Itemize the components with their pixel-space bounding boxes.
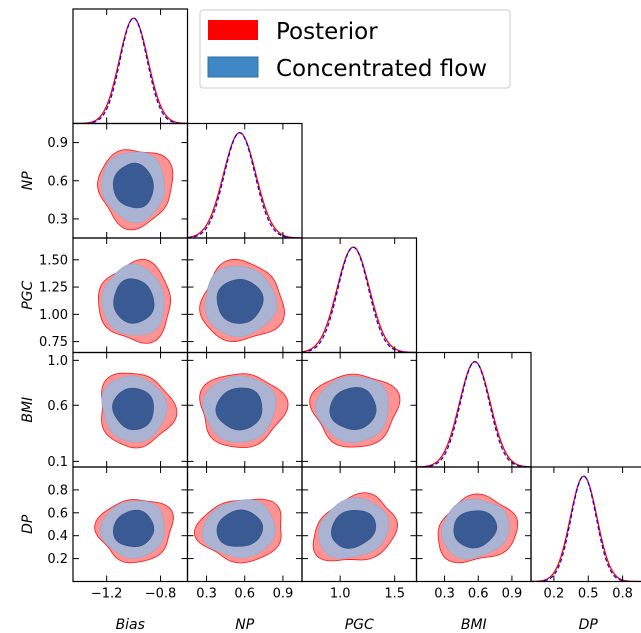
x-tick-label: 0.3 (196, 587, 217, 602)
y-tick-label: 0.1 (47, 455, 68, 470)
x-tick-label: 0.5 (578, 587, 599, 602)
panel-NP-PGC (186, 237, 303, 354)
x-axis-label-NP: NP (235, 617, 254, 633)
panel-frame (530, 466, 641, 583)
contour-flow-68 (329, 387, 377, 430)
y-axis-label-NP: NP (20, 171, 36, 190)
panel-Bias-DP (72, 466, 189, 583)
panel-NP-DP (186, 466, 303, 583)
y-tick-label: 0.9 (47, 136, 68, 151)
panel-PGC-PGC (301, 237, 418, 354)
legend-label-flow: Concentrated flow (276, 56, 487, 82)
y-axis-label-BMI: BMI (20, 397, 36, 423)
y-tick-label: 0.6 (47, 174, 68, 189)
panel-Bias-BMI (72, 351, 189, 468)
panel-Bias-NP (72, 122, 189, 239)
x-tick-label: −0.8 (145, 587, 177, 602)
x-tick-label: 1.5 (384, 587, 405, 602)
panel-NP-NP (186, 122, 303, 239)
x-tick-label: 0.6 (234, 587, 255, 602)
y-tick-label: 1.00 (39, 308, 68, 323)
x-tick-label: 0.9 (502, 587, 523, 602)
contour-flow-68 (112, 509, 155, 548)
marginal-posterior-BMI (416, 361, 531, 467)
marginal-flow-BMI (416, 361, 531, 467)
y-tick-label: 1.25 (39, 281, 68, 296)
contour-flow-68 (453, 510, 498, 549)
x-axis-label-PGC: PGC (345, 617, 374, 633)
legend-label-posterior: Posterior (276, 19, 378, 45)
y-tick-label: 0.4 (47, 529, 68, 544)
x-tick-label: 1.0 (330, 587, 351, 602)
y-tick-label: 1.50 (39, 253, 68, 268)
panel-frame (186, 122, 303, 239)
legend: Posterior Concentrated flow (199, 9, 511, 89)
panel-Bias-Bias (72, 8, 189, 125)
y-tick-label: 0.6 (47, 399, 68, 414)
marginal-posterior-NP (187, 132, 302, 238)
marginal-posterior-DP (531, 475, 641, 582)
x-axis-label-BMI: BMI (461, 617, 487, 633)
legend-frame (199, 9, 511, 89)
y-tick-label: 0.2 (47, 552, 68, 567)
panel-PGC-BMI (301, 351, 418, 468)
marginal-flow-PGC (302, 246, 417, 353)
x-tick-label: 0.2 (544, 587, 565, 602)
panel-frame (415, 351, 532, 468)
panel-Bias-PGC (72, 237, 189, 354)
x-tick-label: 0.8 (612, 587, 633, 602)
marginal-flow-NP (187, 132, 302, 238)
y-axis-label-PGC: PGC (20, 280, 36, 309)
legend-swatch-posterior (208, 20, 258, 40)
y-tick-label: 0.8 (47, 483, 68, 498)
contour-flow-68 (113, 278, 155, 324)
panel-BMI-BMI (415, 351, 532, 468)
panel-frame (72, 8, 189, 125)
x-tick-label: 0.6 (468, 587, 489, 602)
legend-swatch-flow (207, 56, 259, 78)
x-tick-label: 0.3 (434, 587, 455, 602)
contour-flow-68 (112, 162, 154, 209)
contour-flow-68 (216, 509, 264, 547)
panel-PGC-DP (301, 466, 418, 583)
axis-labels: 0.3 0.6 0.9 0.75 1.00 1.25 1.50 0.1 0.6 1.0 −1.2 −0… (20, 136, 633, 633)
panel-DP-DP (530, 466, 641, 583)
x-axis-label-Bias: Bias (116, 617, 145, 633)
y-axis-label-DP: DP (20, 514, 36, 534)
x-axis-label-DP: DP (579, 617, 599, 633)
panel-BMI-DP (415, 466, 532, 583)
contour-flow-68 (215, 387, 263, 431)
contour-flow-68 (330, 510, 377, 549)
marginal-posterior-PGC (302, 246, 417, 353)
contour-flow-68 (216, 279, 264, 324)
marginal-posterior-Bias (73, 17, 188, 124)
marginal-flow-DP (531, 475, 641, 582)
y-tick-label: 1.0 (47, 354, 68, 369)
y-tick-label: 0.3 (47, 212, 68, 227)
y-tick-label: 0.75 (39, 335, 68, 350)
x-tick-label: −1.2 (91, 587, 123, 602)
panel-NP-BMI (186, 351, 303, 468)
y-tick-label: 0.6 (47, 506, 68, 521)
contour-flow-68 (112, 387, 154, 431)
marginal-flow-Bias (73, 17, 188, 124)
panels (72, 8, 641, 583)
x-tick-label: 0.9 (273, 587, 294, 602)
